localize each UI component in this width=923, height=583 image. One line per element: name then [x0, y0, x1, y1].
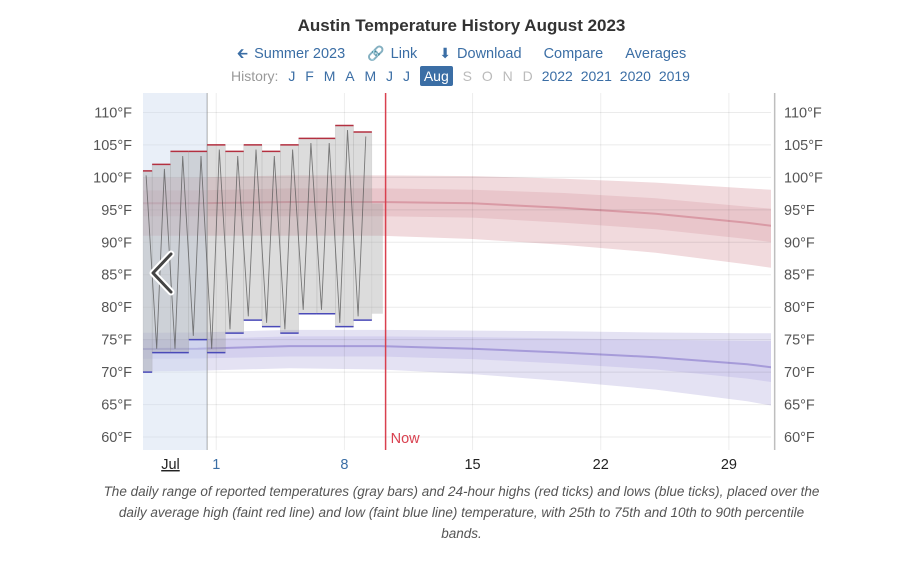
y-tick-label-right: 95°F	[784, 203, 815, 219]
low-p25-p75-band	[143, 336, 771, 382]
x-month-label[interactable]: Jul	[161, 457, 180, 473]
y-tick-label-left: 80°F	[101, 300, 132, 316]
y-tick-label-left: 65°F	[101, 398, 132, 414]
y-tick-label-right: 75°F	[784, 333, 815, 349]
chart-caption: The daily range of reported temperatures…	[103, 484, 820, 541]
history-month-may[interactable]: M	[364, 68, 377, 84]
download-label: Download	[457, 46, 522, 62]
history-month-apr[interactable]: A	[345, 68, 355, 84]
x-tick-label: 29	[721, 457, 737, 473]
history-month-mar[interactable]: M	[323, 68, 336, 84]
summer-label: Summer 2023	[254, 46, 346, 62]
y-tick-label-left: 105°F	[93, 138, 132, 154]
x-tick-label: 22	[593, 457, 609, 473]
high-average-line	[143, 201, 771, 227]
link-icon: 🔗	[367, 45, 385, 61]
y-tick-label-right: 65°F	[784, 398, 815, 414]
chart-toolbar: 🡰 Summer 2023 🔗 Link ⬇ Download Compare Ave…	[0, 43, 923, 67]
y-tick-label-right: 80°F	[784, 300, 815, 316]
history-label: History:	[231, 68, 279, 84]
link-label: Link	[390, 46, 418, 62]
y-tick-label-right: 90°F	[784, 235, 815, 251]
y-tick-label-left: 110°F	[94, 105, 132, 121]
download-icon: ⬇	[439, 45, 452, 61]
low-average-line	[143, 345, 771, 369]
daily-range-bars	[142, 125, 383, 373]
x-tick-label: 1	[212, 457, 220, 473]
link-button[interactable]: 🔗 Link	[367, 45, 417, 62]
summer-link[interactable]: 🡰 Summer 2023	[237, 43, 345, 67]
y-tick-label-left: 90°F	[101, 235, 132, 251]
y-tick-label-right: 85°F	[784, 268, 815, 284]
compare-button[interactable]: Compare	[543, 46, 604, 62]
high-low-ticks	[143, 124, 372, 373]
now-label: Now	[391, 431, 421, 447]
y-tick-label-right: 100°F	[784, 170, 823, 186]
daily-range-bar-partial	[371, 203, 383, 314]
history-month-aug[interactable]: Aug	[419, 66, 453, 86]
y-tick-label-left: 70°F	[101, 365, 132, 381]
y-tick-label-left: 75°F	[101, 333, 132, 349]
history-month-jun[interactable]: J	[386, 68, 394, 84]
observation-trace-line	[145, 129, 367, 349]
history-month-sep: S	[462, 68, 472, 84]
chevron-left-icon[interactable]	[151, 252, 173, 294]
y-tick-label-right: 60°F	[784, 430, 815, 446]
normal-bands	[143, 175, 771, 406]
history-month-nov: N	[502, 68, 513, 84]
download-button[interactable]: ⬇ Download	[439, 45, 521, 62]
arrow-left-icon: 🡰	[236, 45, 249, 61]
history-month-dec: D	[522, 68, 533, 84]
daily-range-bar	[261, 151, 281, 327]
x-tick-label: 15	[464, 457, 480, 473]
y-tick-label-left: 95°F	[101, 203, 132, 219]
history-year-2020[interactable]: 2020	[619, 68, 651, 84]
history-month-jul[interactable]: J	[402, 68, 410, 84]
page-title: Austin Temperature History August 2023	[297, 16, 626, 35]
y-tick-label-right: 105°F	[784, 138, 823, 154]
x-tick-label: 8	[340, 457, 348, 473]
history-month-jan[interactable]: J	[288, 68, 296, 84]
axes: 60°F 60°F 65°F 65°F 70°F 70°F 75°F 75°F 80°F 80°F…	[93, 105, 823, 473]
y-tick-label-left: 85°F	[101, 268, 132, 284]
y-tick-label-left: 100°F	[93, 170, 132, 186]
history-year-2019[interactable]: 2019	[658, 68, 690, 84]
y-tick-label-right: 70°F	[784, 365, 815, 381]
y-tick-label-left: 60°F	[101, 430, 132, 446]
daily-range-bar	[225, 151, 244, 334]
history-year-2021[interactable]: 2021	[580, 68, 612, 84]
scroll-left-control[interactable]	[149, 250, 175, 296]
history-year-2022[interactable]: 2022	[541, 68, 573, 84]
averages-button[interactable]: Averages	[625, 46, 687, 62]
y-tick-label-right: 110°F	[784, 105, 822, 121]
history-month-feb[interactable]: F	[305, 68, 314, 84]
history-month-oct: O	[481, 68, 493, 84]
history-nav: History: J F M A M J J Aug S O N D 2022 …	[0, 66, 923, 86]
now-marker: Now	[384, 93, 421, 450]
